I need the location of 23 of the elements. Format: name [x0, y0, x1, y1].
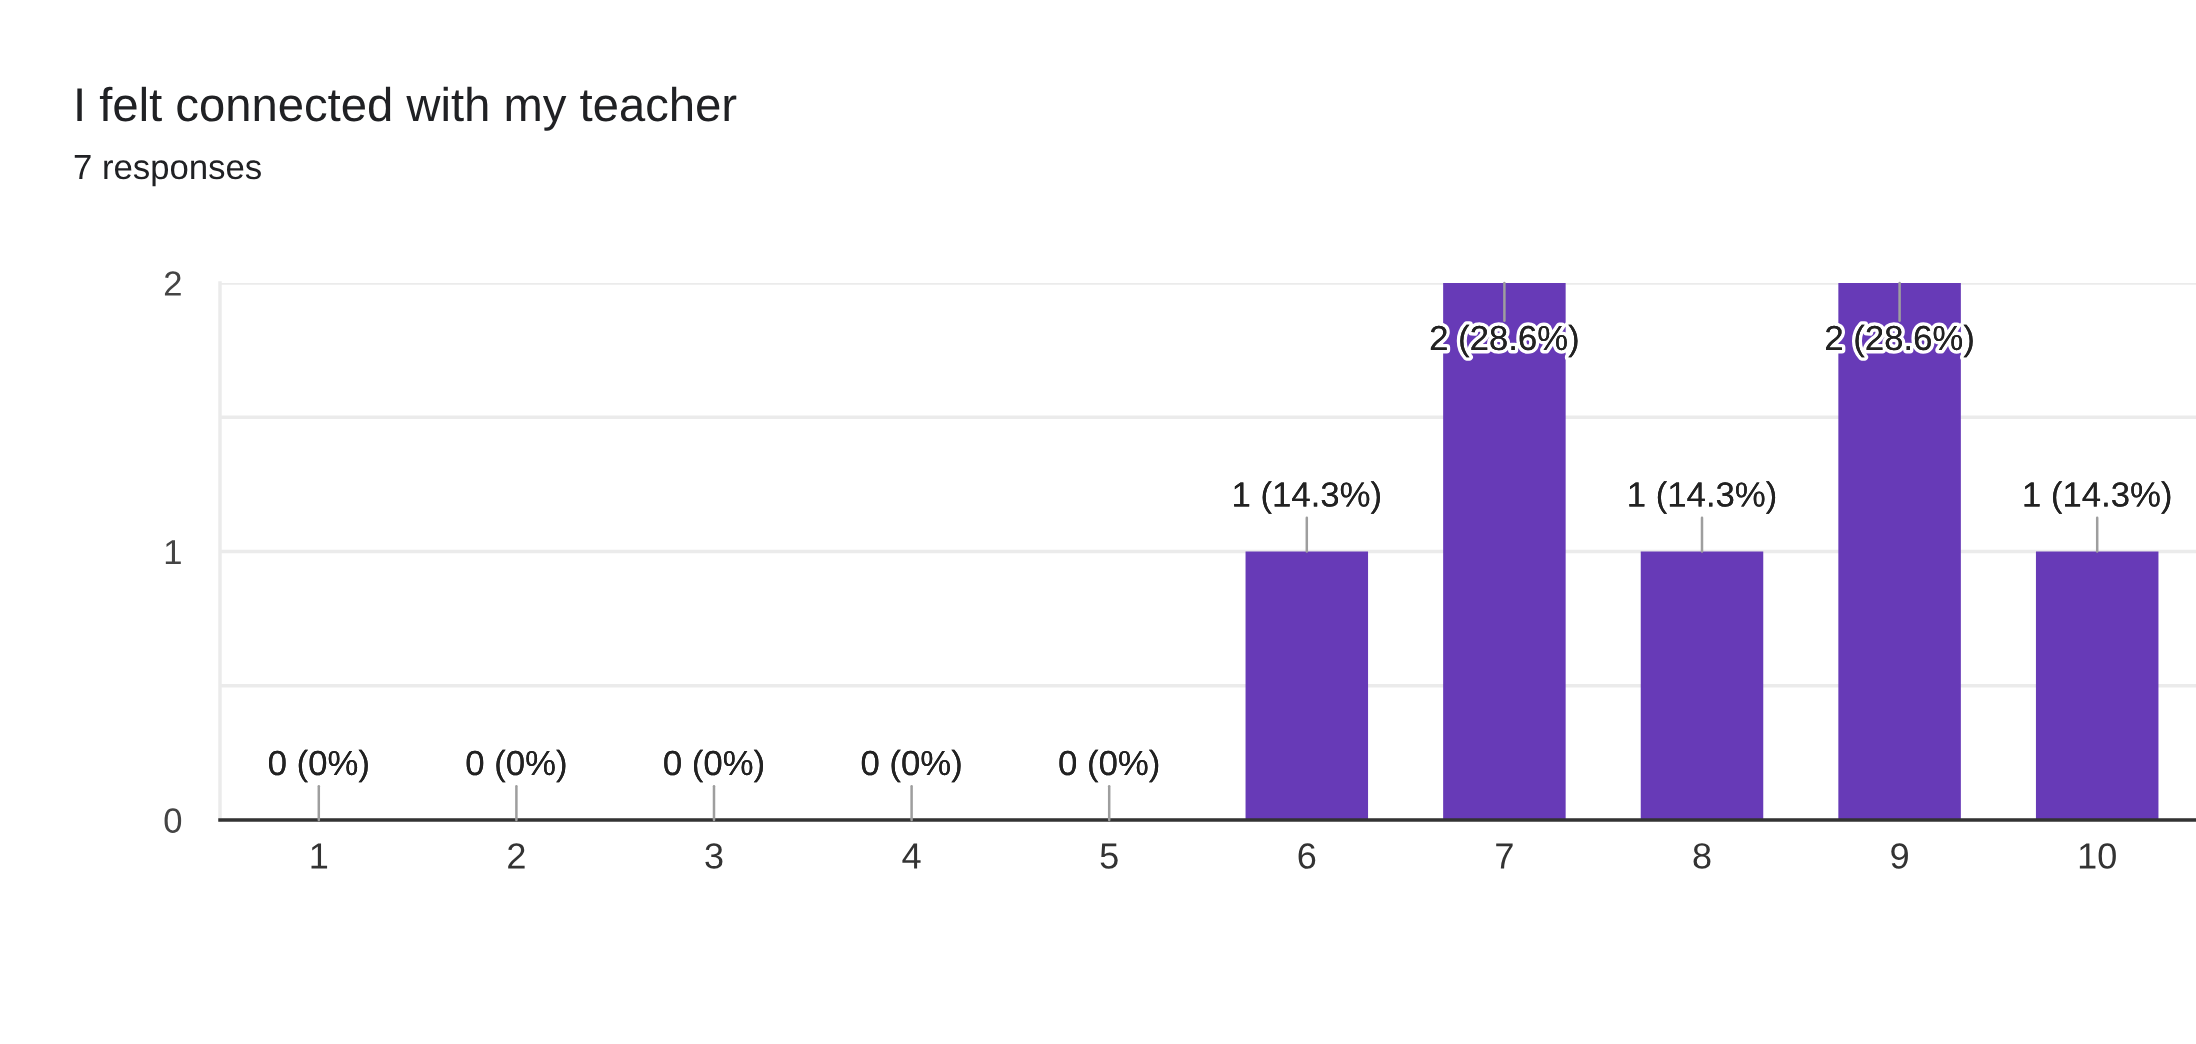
data-label: 1 (14.3%): [1629, 481, 1776, 514]
data-label: 0 (0%): [664, 749, 763, 783]
y-tick-label: 0: [164, 808, 182, 833]
x-tick-label: 9: [1891, 843, 1908, 869]
data-label: 0 (0%): [269, 749, 368, 783]
data-label: 0 (0%): [1059, 749, 1159, 783]
data-label: 1 (14.3%): [1234, 481, 1380, 514]
x-tick-label: 10: [2079, 843, 2116, 869]
x-tick-label: 8: [1693, 843, 1711, 869]
x-tick-label: 5: [1100, 843, 1118, 869]
data-label: 0 (0%): [861, 749, 961, 783]
x-tick-label: 4: [902, 843, 921, 869]
y-tick-label: 2: [164, 271, 181, 296]
chart-subtitle: 7 responses: [74, 155, 261, 187]
data-label: 0 (0%): [466, 749, 566, 783]
x-tick-label: 6: [1298, 843, 1316, 869]
y-tick-label: 1: [165, 540, 181, 565]
chart-title: I felt connected with my teacher: [77, 86, 737, 131]
data-label: 1 (14.3%): [2024, 481, 2171, 514]
x-tick-label: 7: [1496, 843, 1513, 869]
x-tick-label: 3: [705, 843, 723, 869]
x-tick-label: 1: [311, 843, 328, 869]
x-tick-label: 2: [508, 843, 525, 869]
